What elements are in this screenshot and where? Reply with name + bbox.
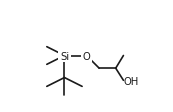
- Text: OH: OH: [124, 76, 139, 86]
- Text: O: O: [83, 51, 90, 61]
- Text: Si: Si: [60, 51, 69, 61]
